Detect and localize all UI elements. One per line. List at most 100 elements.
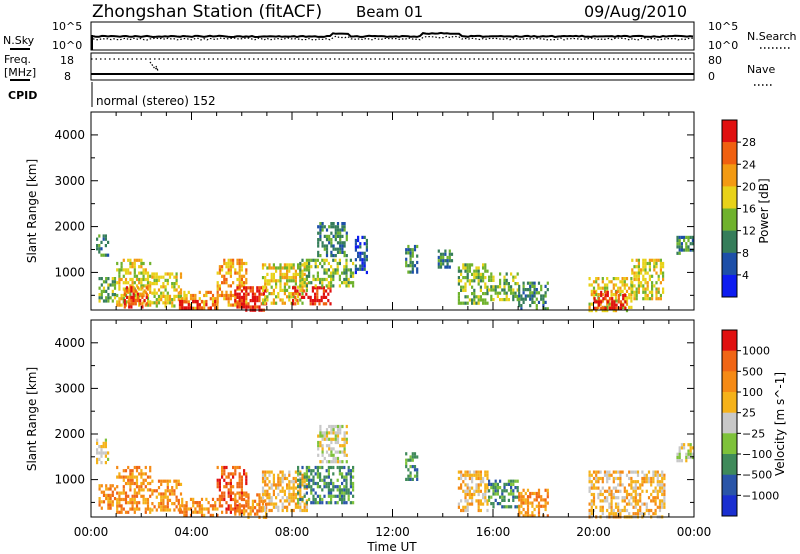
echo-cell <box>592 280 596 284</box>
echo-cell <box>614 489 618 493</box>
echo-cell <box>153 272 156 276</box>
echo-cell <box>131 501 134 505</box>
echo-cell <box>590 486 593 490</box>
echo-cell <box>526 288 530 292</box>
echo-cell <box>628 476 631 481</box>
echo-cell <box>316 485 319 489</box>
cpid-label: CPID <box>8 89 37 102</box>
echo-cell <box>275 282 278 286</box>
echo-cell <box>471 298 474 302</box>
echo-cell <box>479 295 482 299</box>
echo-cell <box>120 268 123 272</box>
echo-cell <box>229 488 232 492</box>
echo-cell <box>336 250 340 254</box>
echo-cell <box>290 486 293 490</box>
echo-cell <box>606 309 609 313</box>
echo-cell <box>96 448 99 452</box>
echo-cell <box>157 298 161 302</box>
echo-cell <box>592 470 596 474</box>
echo-cell <box>522 498 525 502</box>
echo-cell <box>134 299 137 303</box>
echo-cell <box>303 261 306 266</box>
echo-cell <box>623 505 626 509</box>
echo-cell <box>409 248 412 252</box>
echo-cell <box>142 261 145 266</box>
echo-cell <box>261 502 265 506</box>
echo-cell <box>460 486 463 490</box>
echo-cell <box>634 470 637 474</box>
nave-label: Nave <box>747 63 775 76</box>
echo-cell <box>588 473 591 477</box>
echo-cell <box>142 271 145 275</box>
echo-cell <box>332 460 335 464</box>
echo-cell <box>122 469 125 473</box>
echo-cell <box>630 293 633 297</box>
echo-cell <box>341 444 344 448</box>
echo-cell <box>512 298 515 302</box>
echo-cell <box>192 501 195 505</box>
echo-cell <box>264 505 267 509</box>
echo-cell <box>314 258 317 262</box>
echo-cell <box>209 297 212 301</box>
echo-cell <box>464 266 467 270</box>
echo-cell <box>642 258 645 262</box>
echo-cell <box>407 474 410 478</box>
echo-cell <box>471 476 474 481</box>
echo-cell <box>623 508 626 513</box>
echo-cell <box>173 489 176 493</box>
echo-cell <box>155 304 158 308</box>
echo-cell <box>245 289 248 293</box>
x-tick-label: 16:00 <box>476 525 511 539</box>
echo-cell <box>245 300 248 304</box>
echo-cell <box>647 512 651 516</box>
echo-cell <box>238 305 241 309</box>
echo-cell <box>218 481 221 486</box>
echo-cell <box>251 289 254 293</box>
echo-cell <box>138 297 141 301</box>
echo-cell <box>216 478 219 482</box>
echo-cell <box>116 491 119 495</box>
echo-cell <box>216 271 219 275</box>
echo-cell <box>592 293 596 297</box>
echo-cell <box>678 446 681 450</box>
echo-cell <box>107 240 110 244</box>
echo-cell <box>181 303 184 307</box>
echo-cell <box>352 284 355 288</box>
echo-cell <box>238 277 241 282</box>
echo-cell <box>663 492 666 497</box>
echo-cell <box>268 282 271 286</box>
echo-cell <box>437 255 440 260</box>
echo-cell <box>275 502 278 506</box>
echo-cell <box>124 300 128 304</box>
echo-cell <box>522 281 525 285</box>
echo-cell <box>363 242 366 246</box>
echo-cell <box>301 301 304 305</box>
echo-cell <box>349 501 352 505</box>
echo-cell <box>613 303 616 307</box>
echo-cell <box>308 469 311 473</box>
echo-cell <box>308 281 311 285</box>
echo-cell <box>477 483 480 487</box>
echo-cell <box>338 472 341 476</box>
echo-cell <box>437 265 440 269</box>
echo-cell <box>216 284 219 288</box>
echo-cell <box>345 485 348 489</box>
echo-cell <box>363 254 366 259</box>
colorbar-label: 25 <box>742 407 756 420</box>
echo-cell <box>416 468 419 472</box>
echo-cell <box>361 261 364 265</box>
echo-cell <box>321 465 324 470</box>
echo-cell <box>687 245 690 249</box>
echo-cell <box>359 254 362 259</box>
echo-cell <box>599 302 602 306</box>
echo-cell <box>473 288 476 292</box>
echo-cell <box>499 298 502 302</box>
echo-cell <box>140 485 143 489</box>
echo-cell <box>133 494 136 498</box>
echo-cell <box>279 276 282 280</box>
echo-cell <box>124 481 128 486</box>
echo-cell <box>321 258 324 262</box>
echo-cell <box>617 483 620 487</box>
echo-cell <box>113 286 117 290</box>
echo-cell <box>102 237 105 241</box>
